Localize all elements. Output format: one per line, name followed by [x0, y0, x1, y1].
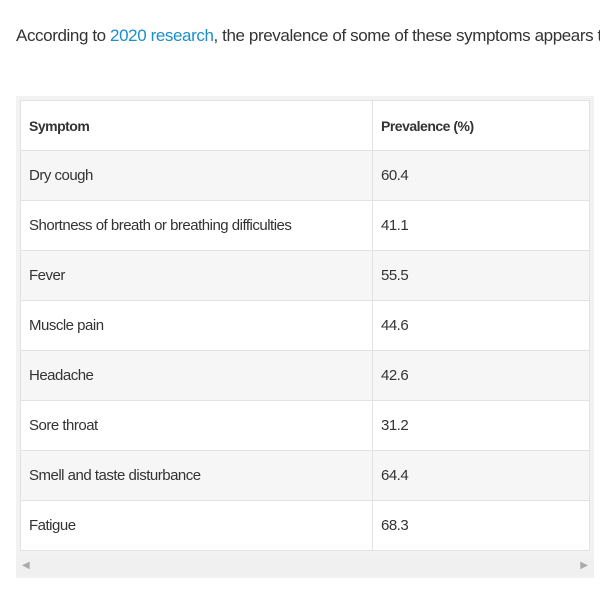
- intro-text: , the prevalence of some of these sympto…: [213, 26, 600, 45]
- symptom-cell: Fever: [20, 250, 373, 301]
- symptom-cell: Fatigue: [20, 500, 373, 551]
- prevalence-cell: 55.5: [372, 250, 590, 301]
- intro-link[interactable]: 2020 research: [110, 26, 214, 45]
- table: Symptom Prevalence (%) Dry cough 60.4 Shor…: [20, 100, 590, 551]
- prevalence-cell: 41.1: [372, 200, 590, 251]
- scroll-right[interactable]: ▶: [580, 560, 588, 571]
- intro-text: According to: [16, 26, 111, 45]
- scroll-left[interactable]: ◀: [22, 560, 30, 571]
- prevalence-cell: 42.6: [372, 350, 590, 401]
- table-container: Symptom Prevalence (%) Dry cough 60.4 Shor…: [16, 96, 594, 578]
- table-row: Dry cough 60.4: [20, 150, 590, 201]
- symptom-cell: Smell and taste disturbance: [20, 450, 373, 501]
- header-cell: Prevalence (%): [372, 100, 590, 151]
- table-row: Shortness of breath or breathing difficu…: [20, 200, 590, 251]
- table-row: Muscle pain 44.6: [20, 300, 590, 351]
- symptom-cell: Headache: [20, 350, 373, 401]
- prevalence-cell: 44.6: [372, 300, 590, 351]
- prevalence-cell: 60.4: [372, 150, 590, 201]
- prevalence-cell: 31.2: [372, 400, 590, 451]
- header-cell: Symptom: [20, 100, 373, 151]
- symptom-cell: Muscle pain: [20, 300, 373, 351]
- symptom-cell: Dry cough: [20, 150, 373, 201]
- prevalence-cell: 68.3: [372, 500, 590, 551]
- intro: According to 2020 research, the prevalen…: [16, 26, 600, 46]
- scrollbar[interactable]: ◀ ▶: [16, 556, 594, 576]
- symptom-cell: Shortness of breath or breathing difficu…: [20, 200, 373, 251]
- header-row: Symptom Prevalence (%): [20, 100, 590, 151]
- table-row: Smell and taste disturbance 64.4: [20, 450, 590, 501]
- prevalence-cell: 64.4: [372, 450, 590, 501]
- table-body: Dry cough 60.4 Shortness of breath or brea…: [20, 150, 590, 551]
- table-row: Fever 55.5: [20, 250, 590, 301]
- table-row: Fatigue 68.3: [20, 500, 590, 551]
- table-row: Headache 42.6: [20, 350, 590, 401]
- symptom-cell: Sore throat: [20, 400, 373, 451]
- table-row: Sore throat 31.2: [20, 400, 590, 451]
